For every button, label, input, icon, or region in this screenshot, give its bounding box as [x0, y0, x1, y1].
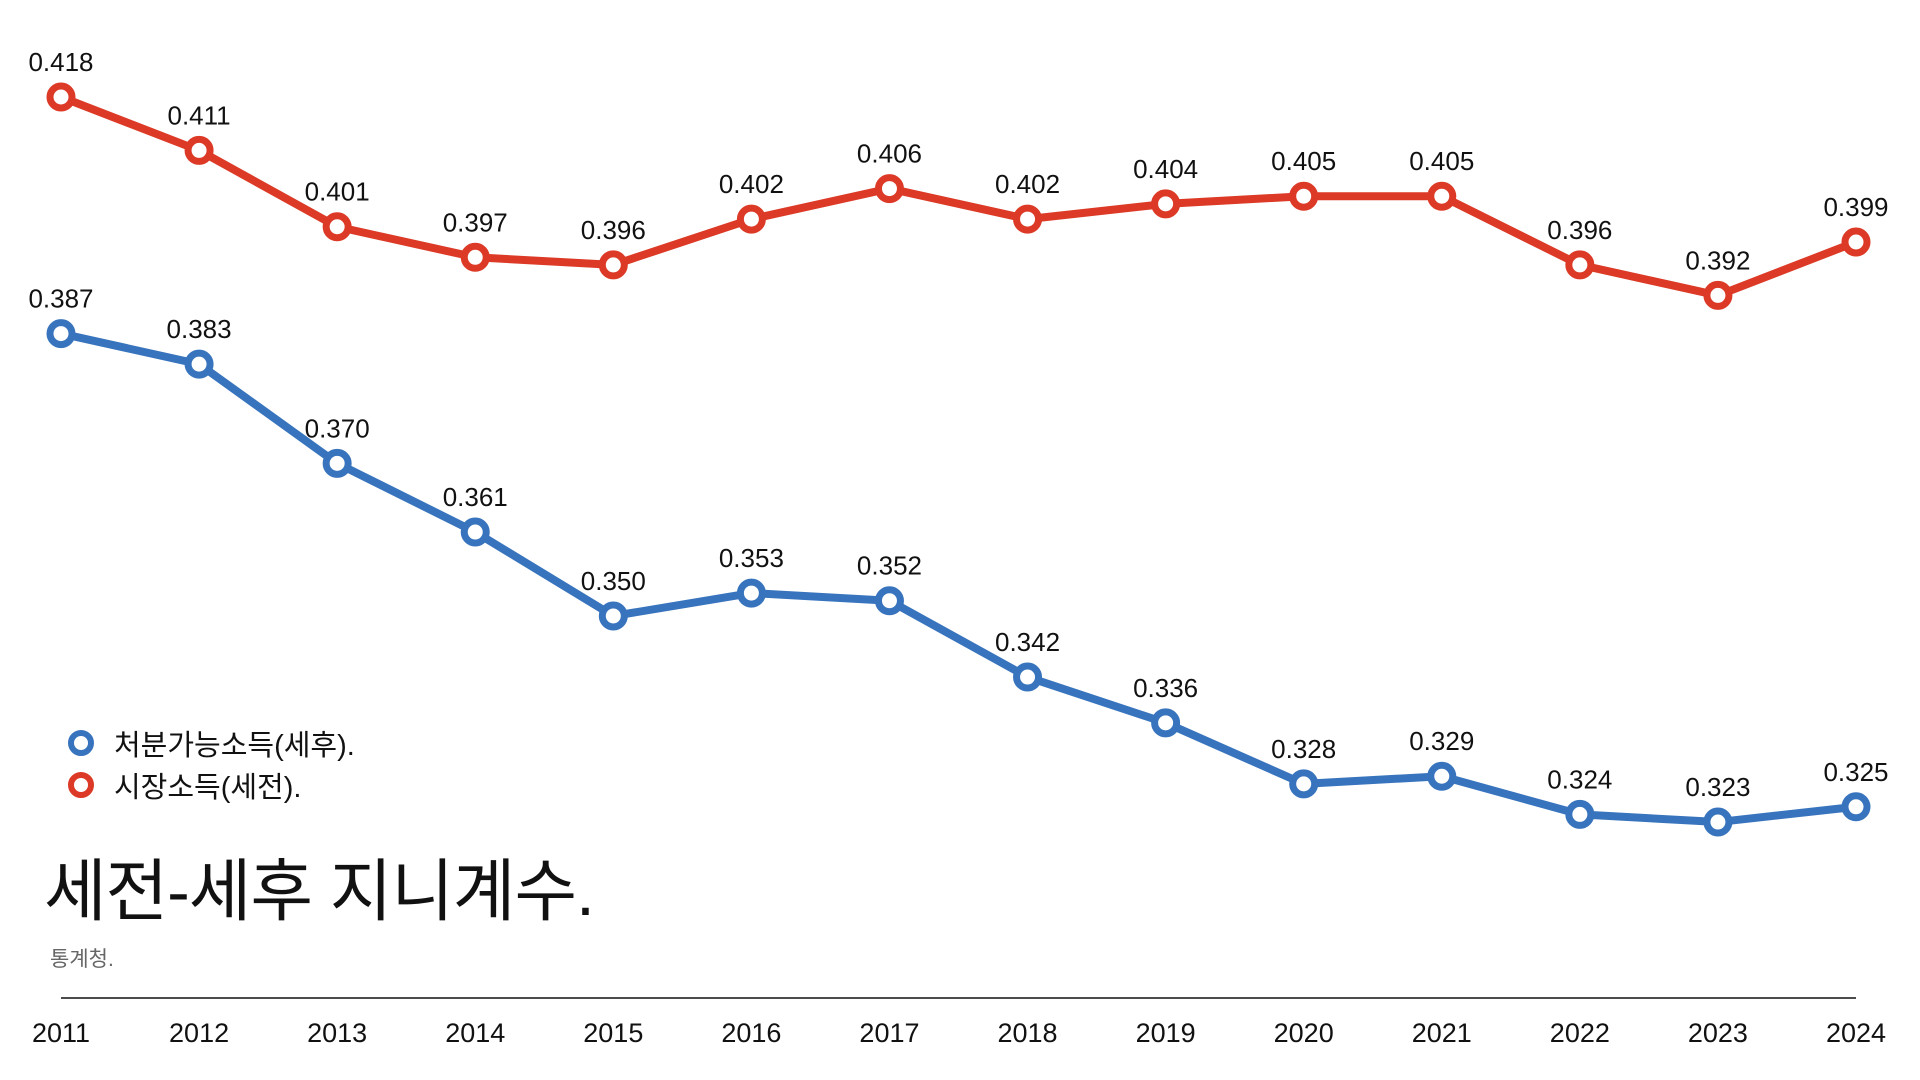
data-point	[598, 601, 628, 631]
data-point	[1841, 792, 1871, 822]
x-tick-label: 2024	[1826, 1018, 1886, 1048]
data-label: 0.323	[1685, 772, 1750, 802]
legend-item-disposable-income: 처분가능소득(세후).	[68, 722, 355, 764]
data-label: 0.399	[1823, 192, 1888, 222]
data-label: 0.402	[995, 169, 1060, 199]
x-tick-label: 2020	[1274, 1018, 1334, 1048]
data-label: 0.329	[1409, 726, 1474, 756]
data-point	[1151, 708, 1181, 738]
data-label: 0.342	[995, 627, 1060, 657]
data-label: 0.392	[1685, 245, 1750, 275]
data-label: 0.370	[305, 413, 370, 443]
legend: 처분가능소득(세후). 시장소득(세전).	[68, 722, 355, 806]
legend-label: 처분가능소득(세후).	[114, 730, 355, 762]
data-label: 0.418	[28, 47, 93, 77]
data-point	[1565, 250, 1595, 280]
data-point	[184, 349, 214, 379]
x-tick-label: 2014	[445, 1018, 505, 1048]
data-point	[1013, 204, 1043, 234]
data-point	[1427, 181, 1457, 211]
series-line	[60, 329, 1857, 827]
x-tick-label: 2017	[859, 1018, 919, 1048]
data-label: 0.405	[1271, 146, 1336, 176]
data-label: 0.396	[581, 215, 646, 245]
chart-source: 통계청.	[50, 948, 114, 971]
data-point	[322, 212, 352, 242]
chart-title: 세전-세후 지니계수.	[44, 854, 595, 930]
data-label: 0.401	[305, 177, 370, 207]
data-point	[1703, 807, 1733, 837]
data-label: 0.361	[443, 482, 508, 512]
data-point	[1289, 181, 1319, 211]
data-point	[1289, 769, 1319, 799]
data-point	[598, 250, 628, 280]
x-tick-label: 2018	[997, 1018, 1057, 1048]
data-point	[1565, 799, 1595, 829]
data-label: 0.405	[1409, 146, 1474, 176]
data-point	[874, 586, 904, 616]
data-label: 0.404	[1133, 154, 1198, 184]
data-point	[322, 448, 352, 478]
data-point	[460, 242, 490, 272]
data-label: 0.336	[1133, 673, 1198, 703]
data-point	[1013, 662, 1043, 692]
data-point	[736, 204, 766, 234]
x-tick-label: 2011	[32, 1018, 90, 1048]
data-label: 0.324	[1547, 764, 1612, 794]
legend-marker-red-icon	[68, 772, 94, 798]
data-label: 0.383	[167, 314, 232, 344]
x-tick-label: 2019	[1136, 1018, 1196, 1048]
data-point	[184, 135, 214, 165]
data-label: 0.402	[719, 169, 784, 199]
data-label: 0.353	[719, 543, 784, 573]
data-label: 0.350	[581, 566, 646, 596]
data-point	[1841, 227, 1871, 257]
x-tick-label: 2015	[583, 1018, 643, 1048]
data-label: 0.396	[1547, 215, 1612, 245]
legend-item-market-income: 시장소득(세전).	[68, 764, 355, 806]
data-label: 0.411	[168, 100, 231, 130]
data-point	[46, 82, 76, 112]
data-label: 0.397	[443, 207, 508, 237]
data-point	[736, 578, 766, 608]
data-point	[1703, 280, 1733, 310]
data-point	[1151, 189, 1181, 219]
data-label: 0.328	[1271, 734, 1336, 764]
x-tick-label: 2016	[721, 1018, 781, 1048]
data-label: 0.387	[28, 284, 93, 314]
x-tick-label: 2021	[1412, 1018, 1472, 1048]
legend-label: 시장소득(세전).	[114, 772, 302, 804]
series-line	[59, 93, 1858, 300]
data-point	[460, 517, 490, 547]
legend-marker-blue-icon	[68, 730, 94, 756]
data-point	[874, 174, 904, 204]
x-tick-label: 2012	[169, 1018, 229, 1048]
x-tick-label: 2013	[307, 1018, 367, 1048]
data-label: 0.325	[1823, 757, 1888, 787]
data-point	[46, 319, 76, 349]
data-point	[1427, 761, 1457, 791]
data-label: 0.406	[857, 139, 922, 169]
x-tick-label: 2023	[1688, 1018, 1748, 1048]
x-tick-label: 2022	[1550, 1018, 1610, 1048]
data-label: 0.352	[857, 551, 922, 581]
